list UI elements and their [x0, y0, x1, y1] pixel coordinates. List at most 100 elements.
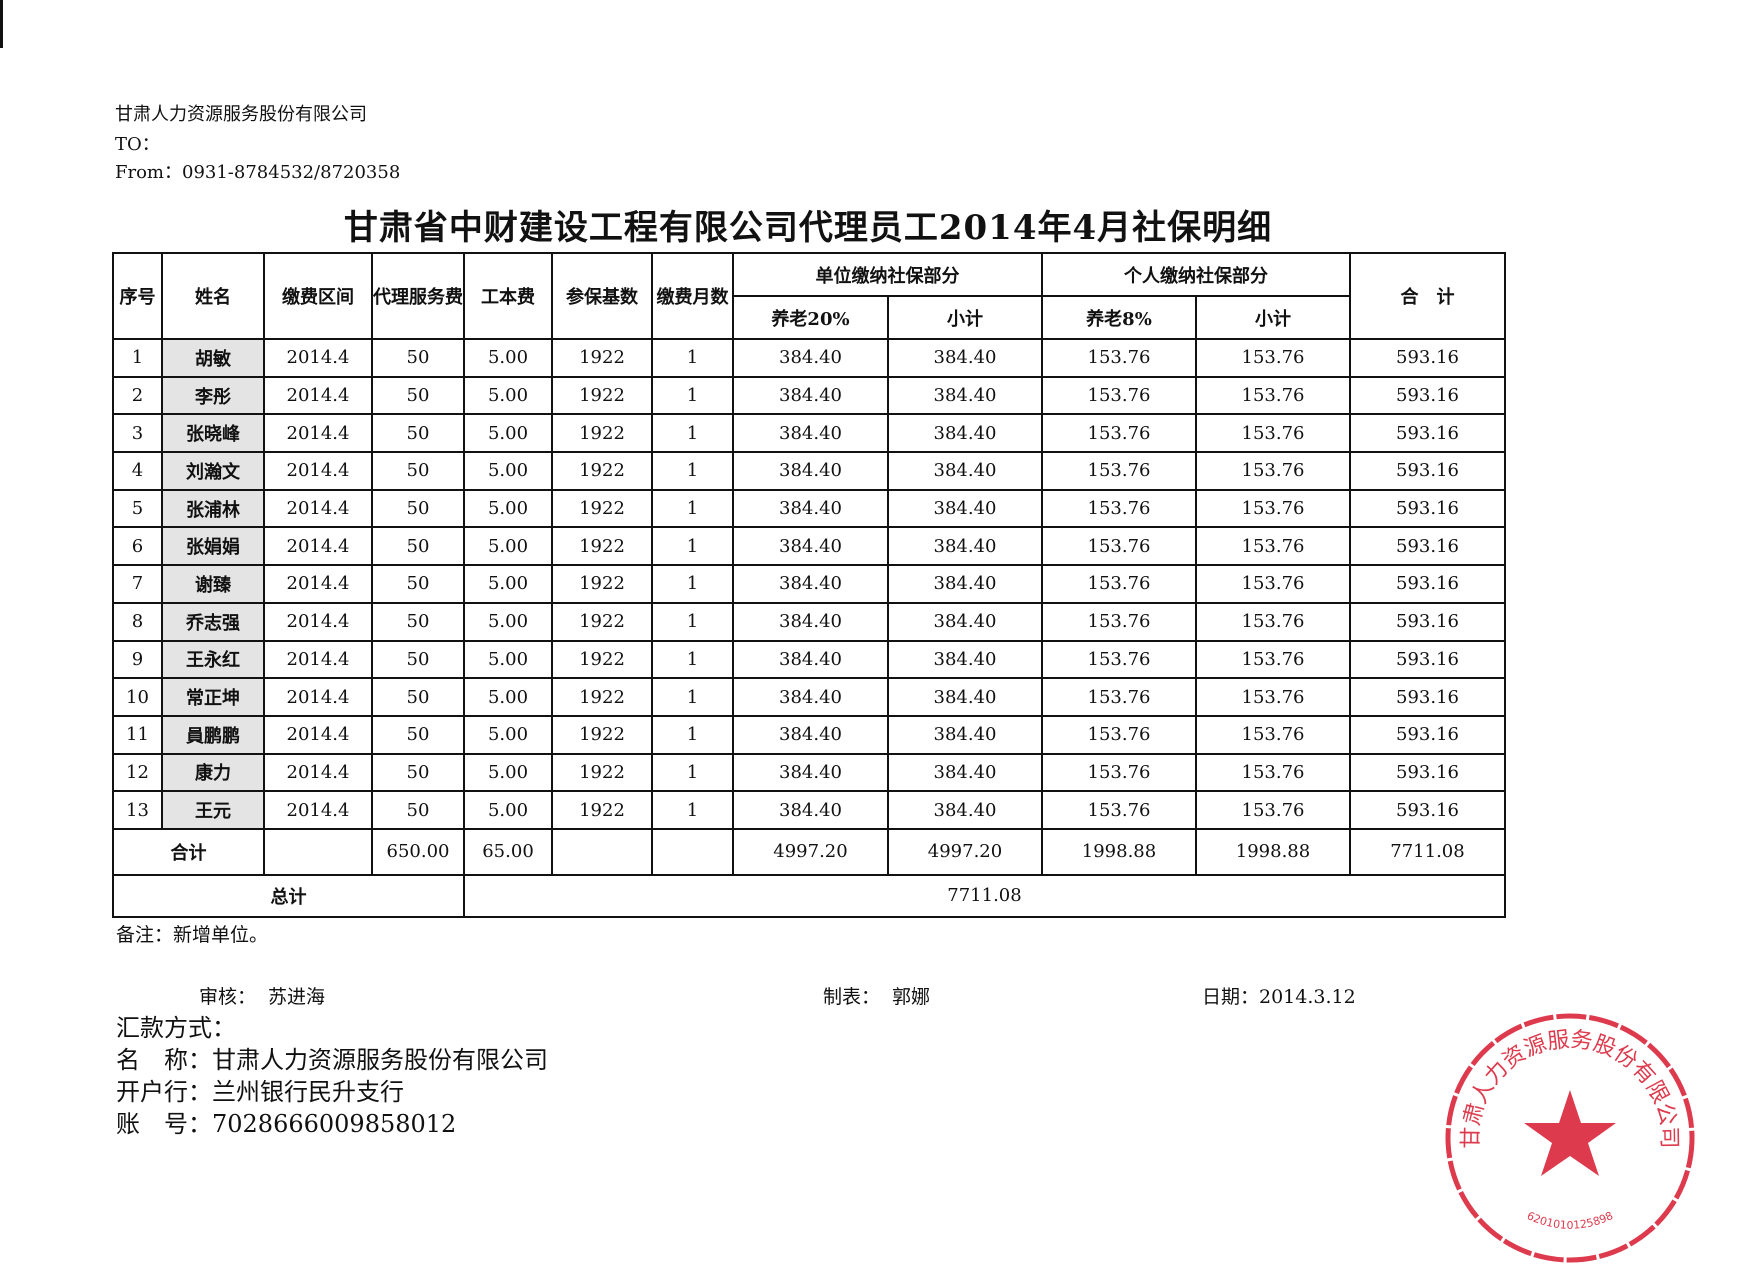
company-seal-stamp: 甘肃人力资源服务股份有限公司 6201010125898: [1445, 1013, 1695, 1263]
seal-number: 6201010125898: [1525, 1209, 1615, 1232]
cell-unit-subtotal: 384.40: [887, 677, 1043, 717]
payment-name: 名 称：甘肃人力资源服务股份有限公司: [116, 1046, 548, 1074]
cell-base: 1922: [551, 790, 653, 830]
cell-seq: 3: [112, 413, 163, 454]
cell-personal-pension: 153.76: [1041, 375, 1197, 416]
table-row: 2 李彤 2014.4 50 5.00 1922 1 384.40 384.40 153.76 15…: [112, 375, 1506, 416]
reviewer-name: 苏进海: [268, 986, 326, 1008]
to-line: TO：: [115, 134, 160, 155]
header-cost: 工本费: [463, 252, 553, 340]
cell-total: 593.16: [1349, 714, 1506, 755]
cell-unit-pension: 384.40: [732, 601, 889, 642]
cell-cost: 5.00: [463, 413, 553, 454]
cell-cost: 5.00: [463, 752, 553, 793]
cell-unit-pension: 384.40: [732, 338, 889, 378]
table-row: 10 常正坤 2014.4 50 5.00 1922 1 384.40 384.40 153.76…: [112, 677, 1506, 717]
seal-ring: [1445, 1013, 1695, 1263]
cell-unit-pension: 384.40: [732, 564, 889, 604]
cell-period: 2014.4: [263, 639, 373, 680]
cell-base: 1922: [551, 677, 653, 717]
cell-name: 胡敏: [161, 338, 265, 378]
reviewer-label: 审核：: [199, 986, 257, 1008]
subtotal-period: [263, 827, 373, 876]
cell-period: 2014.4: [263, 375, 373, 416]
cell-base: 1922: [551, 375, 653, 416]
cell-personal-pension: 153.76: [1041, 601, 1197, 642]
subtotal-total: 7711.08: [1349, 827, 1506, 876]
payment-account: 账 号：7028666009858012: [116, 1110, 457, 1138]
cell-unit-subtotal: 384.40: [887, 338, 1043, 378]
cell-personal-pension: 153.76: [1041, 488, 1197, 529]
cell-total: 593.16: [1349, 375, 1506, 416]
grand-total-row: 总计 7711.08: [112, 873, 1506, 918]
cell-agency-fee: 50: [371, 677, 465, 717]
table-row: 3 张晓峰 2014.4 50 5.00 1922 1 384.40 384.40 153.76 1…: [112, 413, 1506, 454]
cell-agency-fee: 50: [371, 752, 465, 793]
cell-period: 2014.4: [263, 488, 373, 529]
cell-personal-subtotal: 153.76: [1195, 413, 1351, 454]
cell-months: 1: [651, 338, 734, 378]
header-total: 合 计: [1349, 252, 1506, 340]
table-row: 11 員鹏鹏 2014.4 50 5.00 1922 1 384.40 384.40 153.76…: [112, 714, 1506, 755]
cell-unit-subtotal: 384.40: [887, 790, 1043, 830]
cell-name: 康力: [161, 752, 265, 793]
table-row: 12 康力 2014.4 50 5.00 1922 1 384.40 384.40 153.76 1…: [112, 752, 1506, 793]
cell-unit-pension: 384.40: [732, 375, 889, 416]
cell-name: 王元: [161, 790, 265, 830]
cell-personal-pension: 153.76: [1041, 451, 1197, 491]
cell-name: 张晓峰: [161, 413, 265, 454]
cell-base: 1922: [551, 526, 653, 567]
table-row: 1 胡敏 2014.4 50 5.00 1922 1 384.40 384.40 153.76 15…: [112, 338, 1506, 378]
cell-personal-pension: 153.76: [1041, 714, 1197, 755]
table-row: 8 乔志强 2014.4 50 5.00 1922 1 384.40 384.40 153.76 1…: [112, 601, 1506, 642]
preparer-label: 制表：: [823, 986, 881, 1008]
cell-total: 593.16: [1349, 639, 1506, 680]
cell-months: 1: [651, 639, 734, 680]
cell-total: 593.16: [1349, 451, 1506, 491]
cell-period: 2014.4: [263, 526, 373, 567]
cell-months: 1: [651, 451, 734, 491]
svg-text:6201010125898: 6201010125898: [1525, 1209, 1615, 1232]
cell-agency-fee: 50: [371, 375, 465, 416]
cell-unit-subtotal: 384.40: [887, 526, 1043, 567]
header-months: 缴费月数: [651, 252, 734, 340]
cell-cost: 5.00: [463, 488, 553, 529]
cell-total: 593.16: [1349, 338, 1506, 378]
cell-base: 1922: [551, 714, 653, 755]
cell-agency-fee: 50: [371, 564, 465, 604]
table-row: 7 谢臻 2014.4 50 5.00 1922 1 384.40 384.40 153.76 15…: [112, 564, 1506, 604]
cell-total: 593.16: [1349, 752, 1506, 793]
cell-period: 2014.4: [263, 714, 373, 755]
subtotal-unit-pension: 4997.20: [732, 827, 889, 876]
cell-name: 乔志强: [161, 601, 265, 642]
cell-name: 张浦林: [161, 488, 265, 529]
cell-unit-subtotal: 384.40: [887, 752, 1043, 793]
cell-total: 593.16: [1349, 677, 1506, 717]
header-seq: 序号: [112, 252, 163, 340]
cell-seq: 4: [112, 451, 163, 491]
header-period: 缴费区间: [263, 252, 373, 340]
table-row: 13 王元 2014.4 50 5.00 1922 1 384.40 384.40 153.76 1…: [112, 790, 1506, 830]
cell-personal-subtotal: 153.76: [1195, 714, 1351, 755]
subtotal-unit-subtotal: 4997.20: [887, 827, 1043, 876]
cell-total: 593.16: [1349, 488, 1506, 529]
subtotal-agency-fee: 650.00: [371, 827, 465, 876]
cell-agency-fee: 50: [371, 790, 465, 830]
cell-months: 1: [651, 790, 734, 830]
table-row: 5 张浦林 2014.4 50 5.00 1922 1 384.40 384.40 153.76 1…: [112, 488, 1506, 529]
social-security-table: 序号 姓名 缴费区间 代理服务费 工本费 参保基数 缴费月数 单位缴纳社保部分 …: [112, 252, 1506, 918]
cell-cost: 5.00: [463, 375, 553, 416]
cell-personal-pension: 153.76: [1041, 413, 1197, 454]
header-personal-subtotal: 小计: [1195, 295, 1351, 340]
cell-personal-subtotal: 153.76: [1195, 564, 1351, 604]
subtotal-personal-subtotal: 1998.88: [1195, 827, 1351, 876]
cell-personal-subtotal: 153.76: [1195, 375, 1351, 416]
cell-unit-subtotal: 384.40: [887, 639, 1043, 680]
document-title: 甘肃省中财建设工程有限公司代理员工2014年4月社保明细: [343, 208, 1273, 248]
cell-seq: 5: [112, 488, 163, 529]
preparer-name: 郭娜: [892, 986, 931, 1008]
cell-seq: 7: [112, 564, 163, 604]
cell-agency-fee: 50: [371, 451, 465, 491]
subtotal-months: [651, 827, 734, 876]
header-agency-fee: 代理服务费: [371, 252, 465, 340]
